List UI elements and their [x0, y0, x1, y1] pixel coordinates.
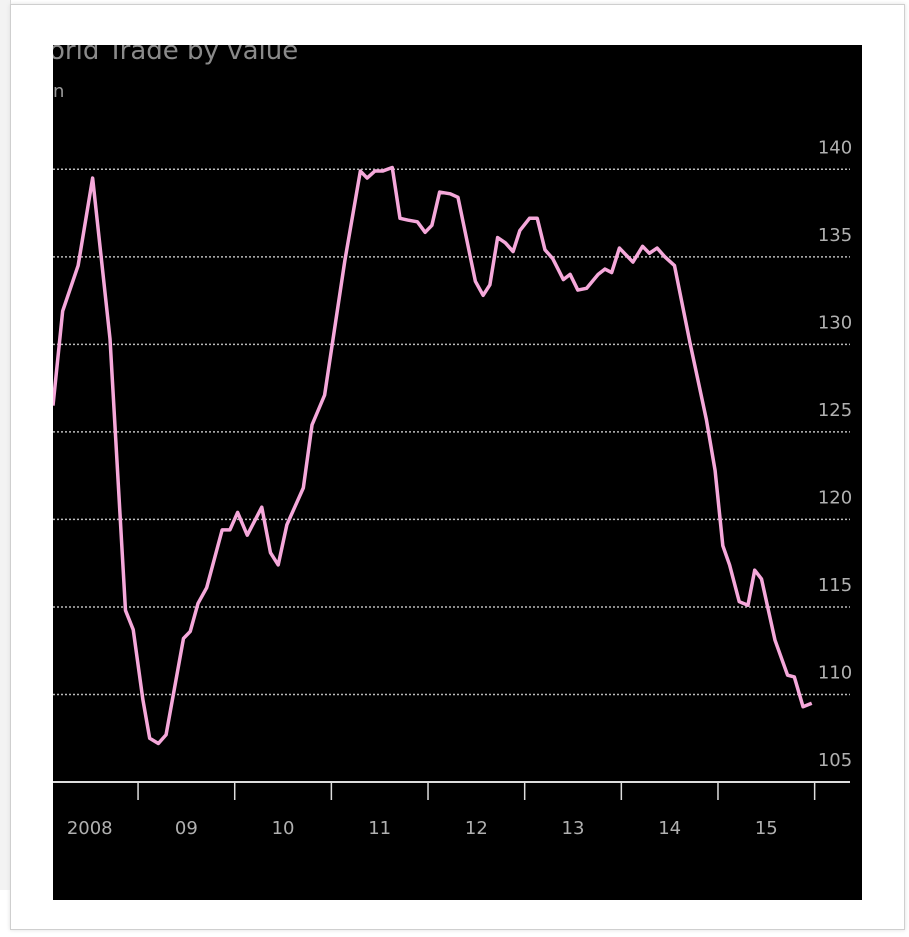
x-tick-label: 11: [368, 818, 391, 839]
y-tick-label: 110: [818, 662, 852, 683]
y-tick-label: 140: [818, 137, 852, 158]
chart-subtitle: n: [53, 81, 64, 102]
x-tick-label: 12: [465, 818, 488, 839]
y-tick-label: 125: [818, 400, 852, 421]
x-tick-label: 15: [755, 818, 778, 839]
chart: orld Trade by value n 105110115120125130…: [53, 45, 862, 900]
x-tick-label: 14: [658, 818, 681, 839]
y-tick-label: 135: [818, 225, 852, 246]
data-line: [53, 165, 813, 746]
chart-title: orld Trade by value: [53, 45, 298, 66]
x-tick-label: 13: [562, 818, 585, 839]
x-tick-label: 10: [272, 818, 295, 839]
y-tick-label: 115: [818, 575, 852, 596]
y-tick-label: 130: [818, 312, 852, 333]
x-tick-label: 2008: [67, 818, 113, 839]
y-tick-label: 120: [818, 487, 852, 508]
x-tick-label: 09: [175, 818, 198, 839]
y-tick-label: 105: [818, 750, 852, 771]
